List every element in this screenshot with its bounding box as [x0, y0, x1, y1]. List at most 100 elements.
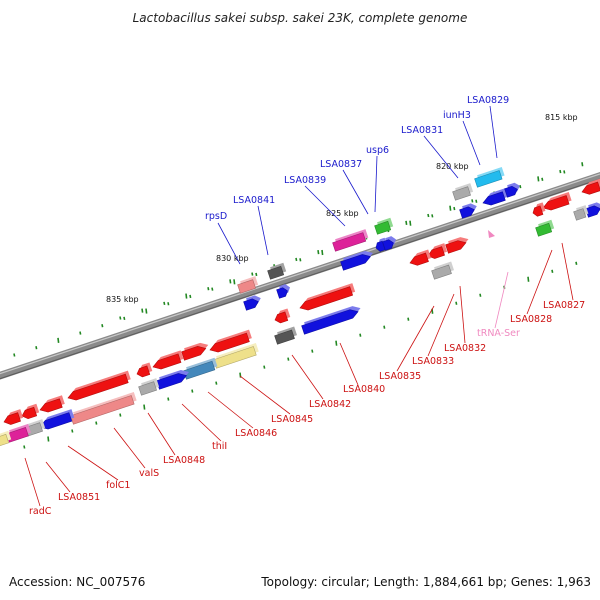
gene-lsa0833-row: [427, 243, 448, 259]
gene-lsa0831-blue: [459, 203, 477, 219]
gc-dot-inner-15: [359, 333, 362, 337]
leader-line-6: [257, 205, 269, 256]
gc-dot-inner-11: [263, 365, 266, 369]
gene-label-LSA0842[interactable]: LSA0842: [309, 399, 351, 410]
gene-label-valS[interactable]: valS: [139, 468, 159, 479]
leader-line-9: [526, 249, 553, 315]
gene-label-LSA0831[interactable]: LSA0831: [401, 125, 443, 136]
gene-label-LSA0837[interactable]: LSA0837: [320, 159, 362, 170]
gene-lsa0839-blue: [340, 250, 373, 271]
gc-dot-outer-26: [563, 170, 566, 174]
gene-lsa0845-row: [209, 329, 252, 353]
gc-dot-outer-24: [519, 184, 522, 189]
gene-label-LSA0832[interactable]: LSA0832: [444, 343, 486, 354]
gene-lsa0833-gray-body: [431, 264, 452, 280]
gc-dot-inner-17: [407, 317, 410, 321]
gene-vals-row: [67, 370, 131, 401]
gene-label-LSA0848[interactable]: LSA0848: [163, 455, 205, 466]
gene-lsa0841-dark: [267, 262, 287, 280]
gene-label-folC1[interactable]: folC1: [106, 480, 130, 491]
gene-lsa0842-row-body: [274, 311, 289, 324]
gene-label-LSA0829[interactable]: LSA0829: [467, 95, 509, 106]
gc-dot-outer-11: [233, 279, 236, 285]
gene-label-thiI[interactable]: thiI: [212, 441, 227, 452]
gene-label-LSA0839[interactable]: LSA0839: [284, 175, 326, 186]
gc-dot-outer-14: [299, 258, 302, 262]
gene-label-LSA0835[interactable]: LSA0835: [379, 371, 421, 382]
gene-lsa0835-row-body: [409, 252, 429, 266]
gene-lsa0839-blue-body: [340, 254, 371, 271]
gene-label-LSA0846[interactable]: LSA0846: [235, 428, 277, 439]
gene-folc1-blue: [39, 409, 75, 430]
gene-rpsd-blue-body: [243, 298, 259, 311]
gene-folc1-row-body: [39, 398, 63, 413]
leader-line-22: [45, 461, 71, 493]
gene-usp6-green: [374, 217, 394, 235]
gene-radc-row-body: [3, 412, 21, 425]
leader-line-1: [462, 120, 481, 166]
gene-label-LSA0840[interactable]: LSA0840: [343, 384, 385, 395]
accession-text: Accession: NC_007576: [9, 575, 145, 589]
leader-line-7: [217, 222, 241, 265]
gc-dot-mid-17: [471, 199, 474, 203]
gene-lsa0846-steel: [183, 357, 218, 380]
gc-dot-inner-23: [551, 269, 554, 273]
gene-label-usp6[interactable]: usp6: [366, 145, 389, 156]
gene-thii-row: [152, 350, 184, 370]
gene-lower-b: [573, 205, 589, 221]
gene-radc-row: [3, 409, 24, 425]
gc-dot-outer-25: [541, 177, 544, 181]
map-title: Lactobacillus sakei subsp. sakei 23K, co…: [133, 11, 468, 25]
leader-line-3: [374, 155, 378, 213]
gene-lsa0846-row: [181, 342, 209, 361]
gene-lsa0851-row-body: [21, 406, 38, 420]
gc-dot-inner-5: [119, 413, 122, 417]
gene-lower-b-body: [573, 208, 587, 221]
gene-lsa0842-dark: [274, 326, 297, 345]
gene-label-radC[interactable]: radC: [29, 506, 52, 517]
gc-dot-mid-14: [405, 220, 408, 225]
gc-dot-inner-2: [47, 436, 50, 442]
gc-dot-outer-6: [123, 316, 126, 321]
gene-lsa0842-row: [274, 308, 291, 324]
gene-label-LSA0828[interactable]: LSA0828: [510, 314, 552, 325]
gc-dot-mid-1: [119, 316, 122, 320]
gene-rpsd-pink-body: [237, 279, 256, 294]
leader-line-15: [291, 354, 324, 400]
gene-vals-pink-body: [70, 395, 135, 425]
gene-label-LSA0851[interactable]: LSA0851: [58, 492, 100, 503]
gene-label-LSA0841[interactable]: LSA0841: [233, 195, 275, 206]
gene-upper-c: [532, 202, 546, 217]
gc-dot-inner-9: [215, 381, 218, 385]
gene-lsa0829-blue: [504, 182, 520, 198]
gene-folc1-row: [39, 395, 65, 413]
gene-label-tRNA-Ser[interactable]: tRNA-Ser: [477, 328, 520, 339]
trna-ser-marker: [488, 230, 495, 238]
gc-dot-outer-7: [145, 308, 148, 314]
tick-label-815: 815 kbp: [545, 113, 578, 122]
gc-dot-mid-16: [449, 205, 452, 211]
gene-thii-blue-body: [156, 373, 187, 390]
gene-lsa0841-blue: [276, 284, 290, 299]
gc-dot-inner-1: [23, 445, 26, 449]
gene-lsa0828-green-body: [535, 222, 553, 237]
gene-lsa0841-blue-body: [276, 287, 288, 299]
gc-dot-mid-4: [185, 293, 188, 299]
gene-label-LSA0827[interactable]: LSA0827: [543, 300, 585, 311]
gene-label-rpsD[interactable]: rpsD: [205, 211, 227, 222]
gc-dot-mid-9: [295, 257, 298, 262]
gene-lsa0846-row-body: [181, 346, 207, 361]
gene-lsa0842-dark-body: [274, 329, 295, 345]
gc-dot-mid-15: [427, 213, 430, 218]
gene-thii-blue: [156, 369, 189, 390]
gc-dot-outer-12: [255, 272, 258, 277]
gc-dot-outer-9: [189, 294, 192, 299]
leader-line-13: [396, 305, 435, 372]
gene-label-iunH3[interactable]: iunH3: [443, 110, 471, 121]
leader-line-12: [427, 293, 455, 357]
gene-label-LSA0833[interactable]: LSA0833: [412, 356, 454, 367]
gene-label-LSA0845[interactable]: LSA0845: [271, 414, 313, 425]
leader-line-18: [181, 403, 222, 442]
